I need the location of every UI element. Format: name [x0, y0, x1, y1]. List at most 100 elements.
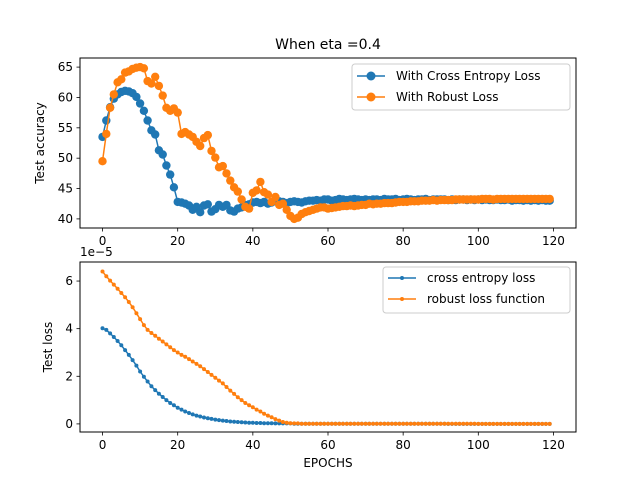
data-point [337, 421, 342, 426]
data-point [243, 401, 248, 405]
data-point [545, 194, 554, 204]
data-point [299, 421, 304, 426]
x-tick-label: 60 [320, 438, 335, 452]
data-point [222, 169, 231, 178]
accuracy-series [98, 62, 554, 224]
data-point [465, 421, 469, 426]
data-point [168, 345, 173, 350]
data-point [160, 339, 165, 344]
data-point [495, 421, 500, 426]
data-point [217, 378, 221, 383]
data-point [98, 157, 107, 166]
data-point [423, 421, 428, 426]
data-point [273, 417, 278, 422]
x-tick-label: 80 [396, 234, 411, 248]
data-point [517, 421, 522, 426]
data-point [254, 407, 259, 412]
plot-frame [79, 57, 577, 229]
data-point [442, 421, 447, 426]
data-point [252, 186, 261, 195]
data-point [235, 395, 240, 400]
data-point [303, 421, 308, 426]
data-point [363, 421, 368, 426]
data-point [213, 375, 218, 380]
data-point [130, 358, 135, 363]
data-point [224, 385, 229, 389]
data-point [233, 187, 242, 196]
x-tick-label: 40 [245, 438, 260, 452]
data-point [453, 421, 458, 426]
data-point [151, 72, 160, 82]
data-point [401, 421, 406, 426]
data-point [344, 421, 349, 426]
data-point [389, 421, 394, 426]
data-point [220, 381, 225, 386]
data-point [203, 130, 212, 140]
data-point [318, 421, 323, 426]
data-point [190, 412, 195, 417]
data-point [179, 407, 184, 412]
data-point [468, 421, 473, 426]
data-point [102, 129, 111, 139]
data-point [282, 205, 291, 214]
data-point [138, 369, 143, 374]
data-point [378, 421, 383, 426]
data-point [472, 421, 477, 426]
data-point [412, 421, 417, 426]
data-point [416, 421, 421, 426]
legend-entry: robust loss function [427, 292, 545, 306]
data-point [314, 421, 319, 426]
data-point [202, 415, 206, 420]
data-point [211, 153, 220, 162]
data-point [123, 348, 128, 353]
data-point [476, 421, 481, 426]
data-point [295, 421, 300, 426]
data-point [158, 150, 167, 159]
x-tick-label: 20 [170, 234, 185, 248]
data-point [134, 311, 139, 316]
chart-title: When eta =0.4 [275, 37, 381, 53]
data-point [352, 421, 357, 426]
data-point [232, 419, 237, 424]
data-point [123, 295, 128, 300]
data-point [111, 282, 116, 287]
x-tick-label: 100 [467, 234, 490, 248]
data-point [158, 91, 167, 100]
legend: With Cross Entropy Loss With Robust Loss [351, 63, 571, 111]
data-point [356, 421, 361, 426]
data-point [547, 421, 552, 426]
data-point [359, 421, 364, 426]
data-point [213, 417, 218, 422]
data-point [461, 421, 466, 426]
loss-series [100, 269, 552, 426]
legend: cross entropy loss robust loss function [382, 266, 571, 314]
data-point [431, 421, 436, 426]
data-point [278, 199, 288, 208]
data-point [166, 170, 175, 179]
data-point [147, 79, 156, 88]
data-point [183, 354, 188, 359]
data-point [226, 176, 235, 185]
data-point [491, 421, 496, 426]
data-point [513, 421, 518, 426]
data-point [218, 161, 227, 171]
y-scale-offset: 1e−5 [80, 245, 113, 259]
data-point [156, 391, 161, 396]
data-point [480, 421, 485, 426]
legend-marker [366, 92, 376, 102]
data-point [326, 421, 330, 426]
legend-entry: With Robust Loss [396, 90, 499, 104]
data-point [262, 411, 267, 416]
data-point [154, 81, 164, 91]
data-point [506, 421, 511, 426]
data-point [100, 326, 105, 331]
data-point [171, 348, 176, 353]
data-point [247, 420, 252, 425]
data-point [196, 208, 205, 217]
data-point [510, 421, 515, 426]
data-point [187, 411, 191, 415]
data-point [228, 419, 233, 424]
data-point [109, 90, 119, 99]
data-point [198, 364, 203, 369]
data-point [277, 418, 282, 423]
